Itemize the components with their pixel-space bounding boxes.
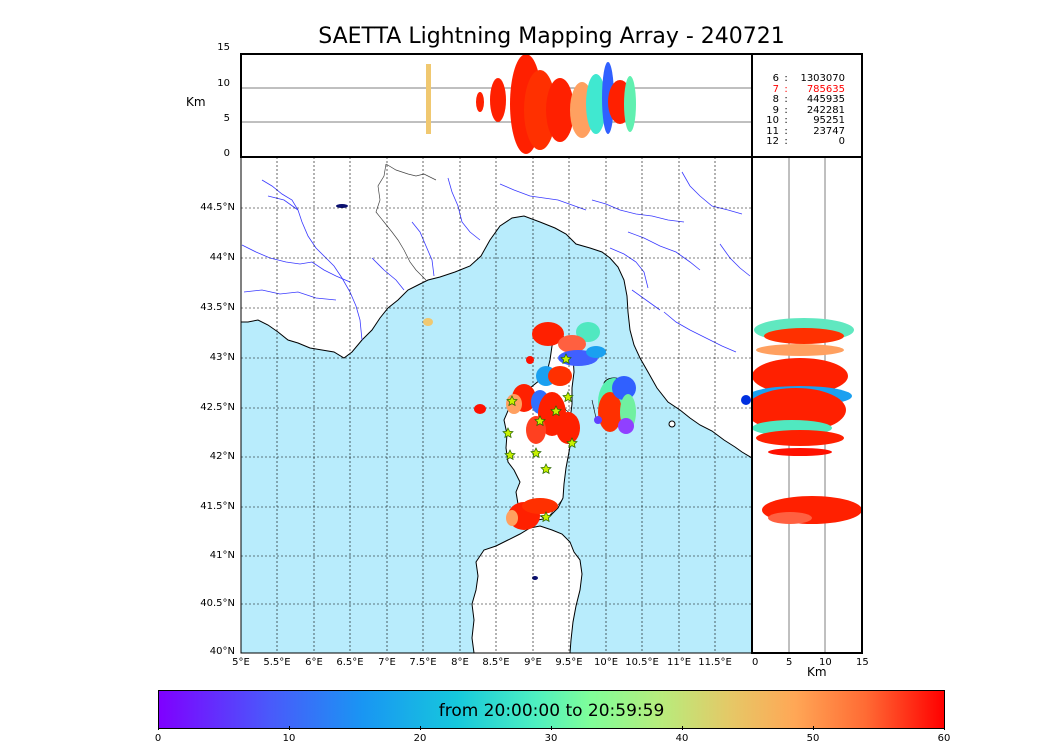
station-count-row: 7: 785635 [753, 83, 861, 96]
lake-geneva [336, 204, 348, 208]
station-number: 9 [772, 104, 779, 116]
lat-tick: 44°N [209, 252, 235, 263]
lon-tick: 10.5°E [625, 657, 659, 668]
colorbar-tick: 60 [937, 733, 951, 744]
altitude-tick-10: 10 [217, 78, 230, 89]
colorbar-time-range: from 20:00:00 to 20:59:59 [438, 701, 665, 721]
station-count-row: 12: 0 [753, 136, 861, 148]
side-panel [751, 156, 863, 654]
lon-tick: 8.5°E [482, 657, 510, 668]
altitude-tick-5: 5 [223, 113, 230, 124]
lat-tick: 42°N [209, 451, 235, 462]
colorbar-tick: 40 [675, 733, 689, 744]
source-count: 445935 [806, 94, 845, 105]
station-number: 11 [766, 125, 779, 137]
source-count: 1303070 [800, 73, 845, 84]
separator: : [784, 115, 788, 126]
station-counts: 6: 1303070 7: 785635 8: 445935 9: 242281 10: 9525… [753, 73, 861, 148]
lat-tick: 40.5°N [200, 598, 235, 609]
separator: : [784, 73, 788, 84]
lat-tick: 43°N [209, 352, 235, 363]
lat-tick: 41°N [209, 550, 235, 561]
altitude-tick-0: 0 [223, 148, 230, 159]
lat-tick: 44.5°N [200, 202, 235, 213]
lat-tick: 43.5°N [200, 302, 235, 313]
colorbar-tick: 0 [154, 733, 162, 744]
mainland-coast [241, 157, 752, 459]
lon-tick: 7°E [378, 657, 396, 668]
counts-box [751, 53, 863, 158]
altitude-ylabel: Km [186, 95, 206, 109]
lon-tick: 7.5°E [409, 657, 437, 668]
lon-tick: 11°E [666, 657, 692, 668]
source-count: 23747 [813, 125, 845, 137]
separator: : [784, 83, 788, 95]
map-panel [241, 157, 752, 653]
separator: : [784, 125, 788, 137]
station-count-row: 11: 23747 [753, 125, 861, 138]
country-borders [375, 163, 437, 281]
station-number: 8 [772, 94, 779, 105]
lightning-sources-side [752, 318, 862, 524]
side-tick-15: 15 [856, 657, 869, 668]
lat-tick: 41.5°N [200, 501, 235, 512]
colorbar-tick: 10 [282, 733, 296, 744]
separator: : [784, 136, 788, 147]
separator: : [784, 94, 788, 105]
lon-tick: 6.5°E [336, 657, 364, 668]
colorbar-tick: 50 [806, 733, 820, 744]
rivers [241, 171, 751, 353]
separator: : [784, 104, 788, 116]
lon-tick: 5°E [232, 657, 250, 668]
lon-tick: 11.5°E [698, 657, 732, 668]
source-count: 785635 [806, 83, 845, 95]
station-number: 7 [772, 83, 779, 95]
lat-tick: 42.5°N [200, 402, 235, 413]
lightning-sources-map [423, 318, 751, 530]
lat-tick: 40°N [209, 646, 235, 657]
source-count: 0 [838, 136, 845, 147]
side-tick-0: 0 [752, 657, 759, 668]
lon-tick: 8°E [451, 657, 469, 668]
station-count-row: 6: 1303070 [753, 73, 861, 85]
side-tick-10: 10 [819, 657, 832, 668]
side-xlabel: Km [807, 665, 827, 679]
source-count: 242281 [806, 104, 845, 116]
lon-tick: 10°E [593, 657, 619, 668]
station-count-row: 10: 95251 [753, 115, 861, 127]
altitude-panel [240, 53, 753, 158]
lake-sardinia [532, 576, 538, 580]
lightning-sources-altitude [426, 54, 636, 154]
station-count-row: 9: 242281 [753, 104, 861, 117]
colorbar-tick: 20 [413, 733, 427, 744]
lon-tick: 9.5°E [555, 657, 583, 668]
altitude-tick-15: 15 [217, 42, 230, 53]
station-count-row: 8: 445935 [753, 94, 861, 106]
source-count: 95251 [813, 115, 845, 126]
colorbar-tick: 30 [544, 733, 558, 744]
lon-tick: 5.5°E [263, 657, 291, 668]
station-number: 6 [772, 73, 779, 84]
lon-tick: 6°E [305, 657, 323, 668]
station-number: 10 [766, 115, 779, 126]
lma-stations [502, 353, 578, 523]
chart-title: SAETTA Lightning Mapping Array - 240721 [318, 24, 785, 49]
side-tick-5: 5 [786, 657, 793, 668]
lon-tick: 9°E [524, 657, 542, 668]
giglio-island [668, 420, 676, 428]
station-number: 12 [766, 136, 779, 147]
